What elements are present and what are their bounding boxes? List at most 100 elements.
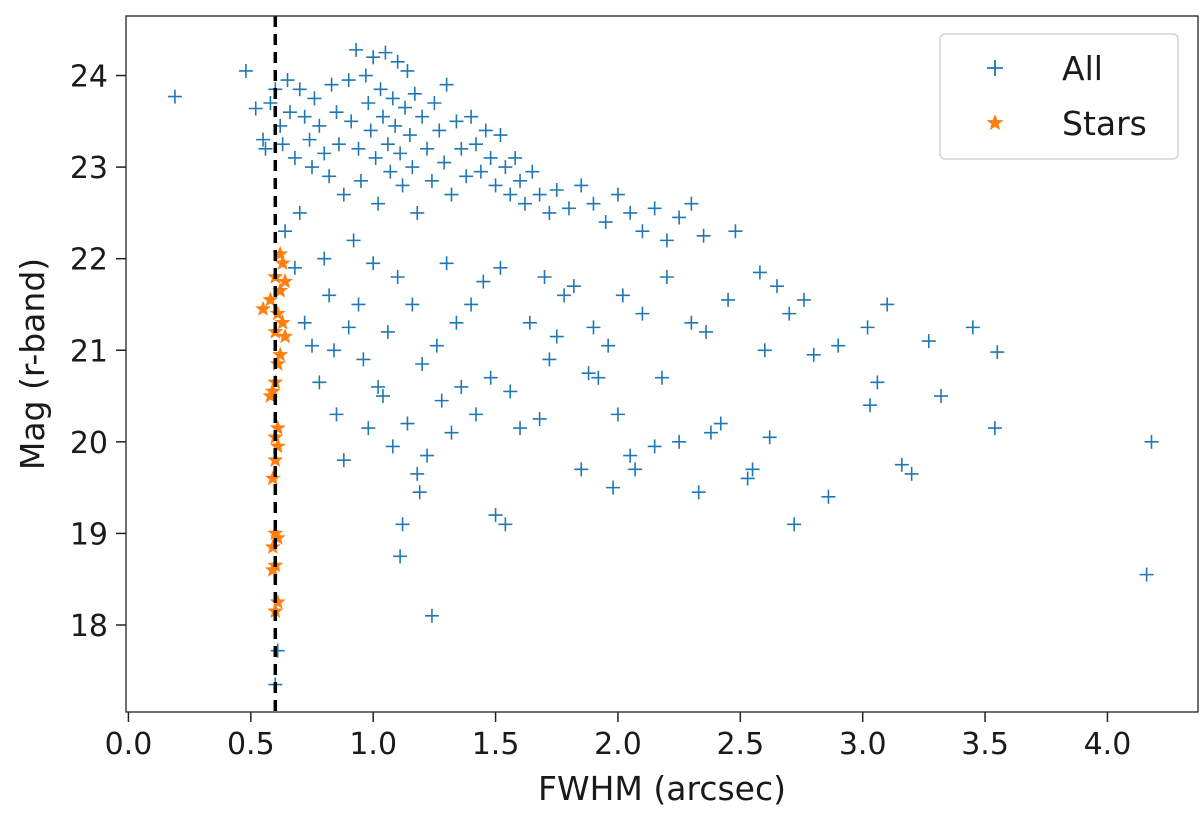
x-tick-label: 0.5 (227, 727, 275, 762)
all-point-175 (821, 489, 836, 504)
all-point-134 (498, 517, 513, 532)
plot-frame (125, 15, 1199, 713)
all-point-188 (1139, 567, 1154, 582)
all-point-12 (292, 82, 307, 97)
all-point-57 (439, 77, 454, 92)
all-point-124 (439, 256, 454, 271)
all-point-14 (302, 132, 317, 147)
all-point-83 (623, 205, 638, 220)
all-point-121 (424, 608, 439, 623)
all-point-36 (375, 109, 390, 124)
legend-stars-label: Stars (1062, 104, 1147, 143)
y-axis-title: Mag (r-band) (13, 258, 52, 470)
star-point-22 (269, 529, 286, 545)
all-point-164 (721, 292, 736, 307)
y-tick-label: 21 (70, 334, 108, 369)
all-point-9 (280, 73, 295, 88)
all-point-183 (921, 334, 936, 349)
all-point-97 (317, 251, 332, 266)
all-point-11 (287, 150, 302, 165)
all-point-165 (740, 471, 755, 486)
all-point-65 (478, 123, 493, 138)
star-point-26 (269, 593, 286, 609)
all-point-31 (363, 123, 378, 138)
all-point-137 (522, 315, 537, 330)
all-point-189 (1144, 434, 1159, 449)
all-point-187 (990, 345, 1005, 360)
all-point-115 (400, 416, 415, 431)
all-point-88 (684, 196, 699, 211)
legend-stars-marker (986, 114, 1004, 131)
x-tick-label: 3.5 (961, 727, 1009, 762)
all-point-108 (371, 379, 386, 394)
all-point-138 (532, 411, 547, 426)
star-point-10 (277, 328, 294, 344)
all-point-117 (410, 466, 425, 481)
all-point-78 (561, 201, 576, 216)
all-point-34 (371, 196, 386, 211)
all-point-54 (427, 96, 442, 110)
all-point-55 (432, 123, 447, 138)
star-point-25 (264, 561, 281, 577)
all-point-76 (542, 205, 557, 220)
all-point-28 (353, 173, 368, 188)
all-point-13 (297, 109, 312, 124)
all-point-131 (483, 370, 498, 385)
all-point-178 (863, 398, 878, 413)
all-point-84 (635, 224, 650, 239)
all-point-44 (395, 178, 410, 193)
star-point-19 (267, 451, 284, 467)
legend-all-label: All (1062, 49, 1103, 88)
all-point-150 (610, 407, 625, 422)
all-point-149 (606, 480, 621, 495)
all-point-0 (167, 89, 182, 104)
all-point-177 (860, 320, 875, 335)
all-point-185 (965, 320, 980, 335)
all-point-3 (256, 132, 271, 147)
all-point-20 (324, 77, 339, 92)
all-point-73 (517, 196, 532, 211)
all-point-45 (398, 100, 413, 115)
all-point-61 (459, 169, 474, 184)
all-point-16 (307, 91, 322, 106)
all-point-68 (493, 128, 508, 143)
y-tick-label: 23 (70, 151, 108, 186)
all-point-23 (336, 187, 351, 202)
all-point-147 (591, 370, 606, 385)
all-point-39 (383, 164, 398, 179)
all-point-30 (361, 96, 376, 110)
x-tick-label: 4.0 (1084, 727, 1132, 762)
star-point-16 (269, 419, 286, 435)
all-point-79 (574, 178, 589, 193)
all-point-41 (388, 118, 403, 133)
all-point-168 (757, 343, 772, 358)
all-point-127 (454, 379, 469, 394)
all-point-56 (437, 155, 452, 170)
all-point-179 (870, 375, 885, 390)
all-point-154 (635, 306, 650, 321)
all-point-112 (390, 270, 405, 284)
all-point-5 (263, 96, 278, 110)
all-point-94 (297, 315, 312, 330)
all-point-151 (615, 288, 630, 303)
star-point-3 (277, 273, 294, 289)
all-point-8 (275, 137, 290, 152)
all-point-174 (806, 347, 821, 362)
star-point-18 (269, 438, 286, 454)
all-point-93 (292, 205, 307, 220)
all-point-70 (503, 187, 518, 202)
all-point-86 (659, 233, 674, 248)
all-point-58 (444, 187, 459, 202)
all-point-10 (282, 105, 297, 120)
all-point-90 (728, 224, 743, 239)
all-point-125 (444, 425, 459, 440)
legend-plus-icon (987, 60, 1003, 76)
all-point-96 (312, 375, 327, 390)
all-point-126 (449, 315, 464, 330)
all-point-103 (346, 233, 361, 248)
all-point-139 (537, 270, 552, 284)
all-point-91 (278, 224, 293, 239)
all-point-109 (375, 389, 390, 404)
star-point-11 (272, 346, 289, 362)
all-point-145 (581, 366, 596, 381)
